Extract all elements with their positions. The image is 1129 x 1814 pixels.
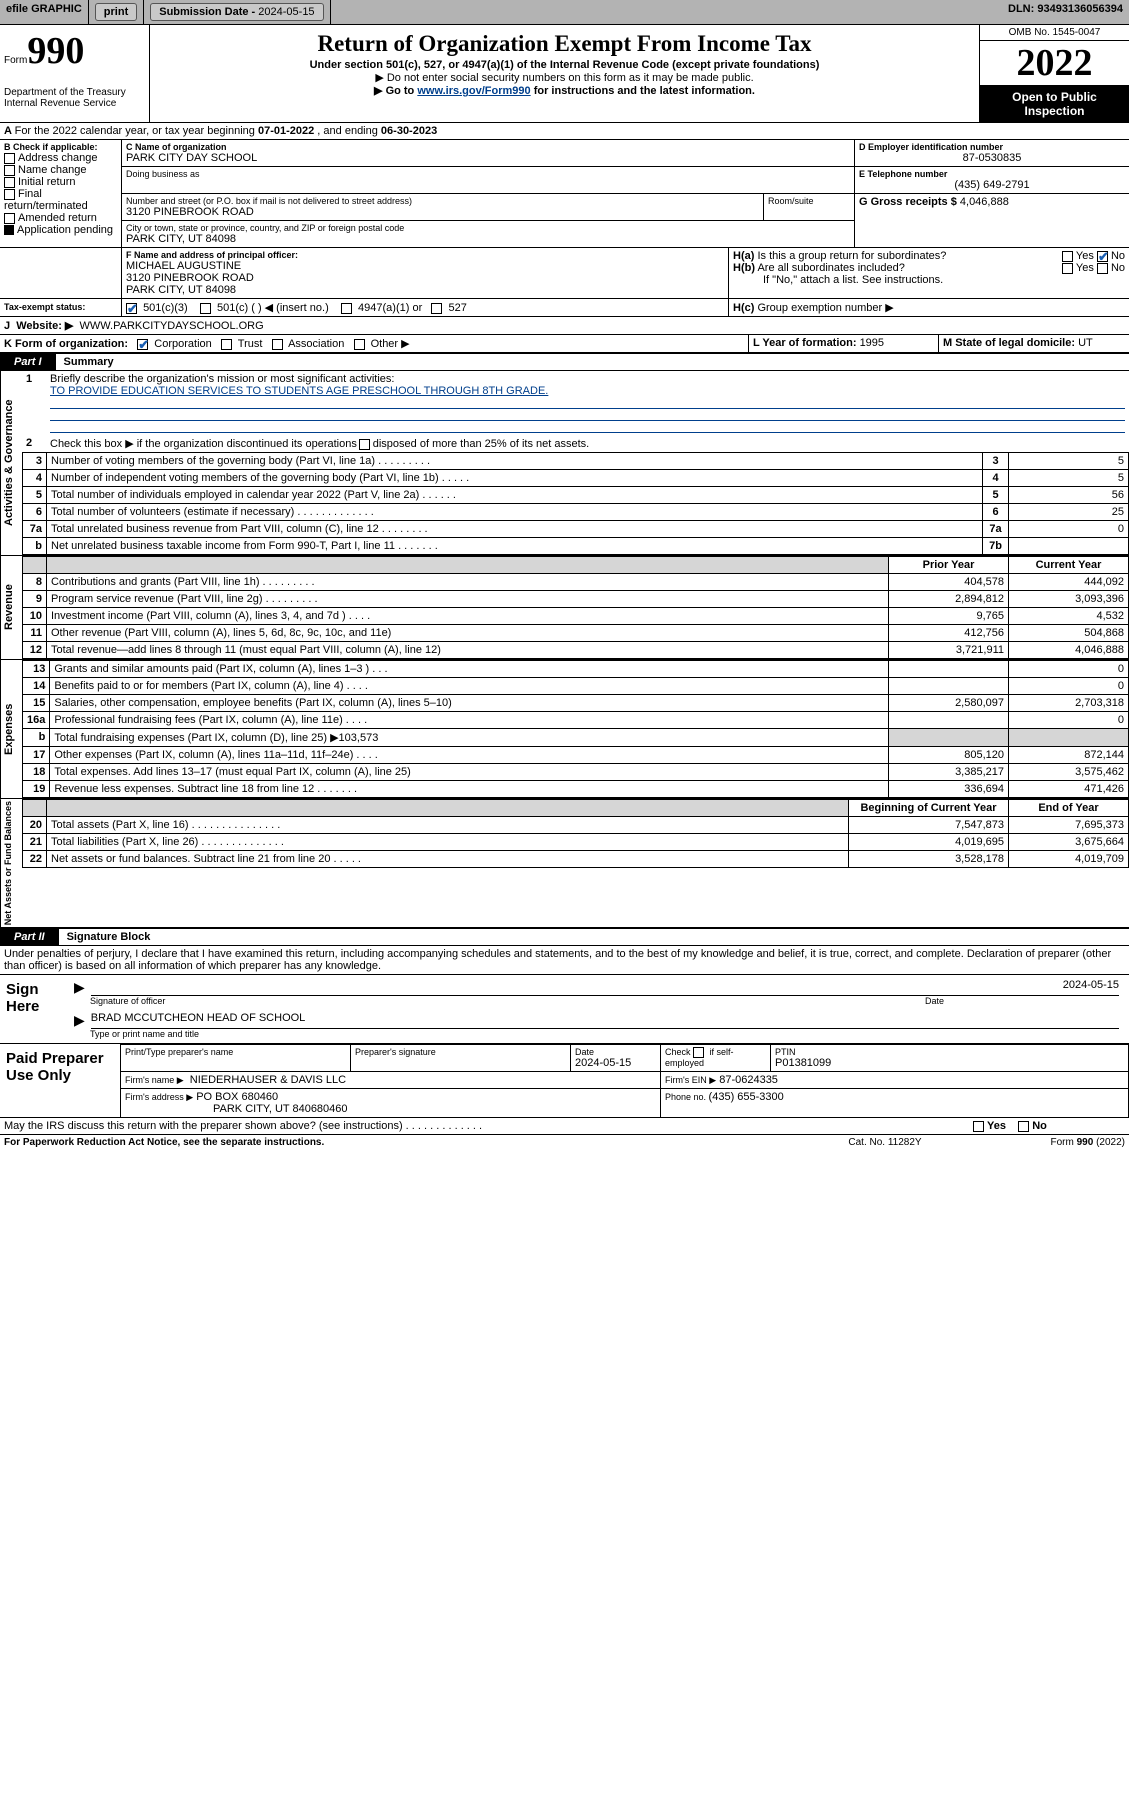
table-na: Beginning of Current YearEnd of Year 20T… bbox=[22, 799, 1129, 868]
entity-block: B Check if applicable: Address change Na… bbox=[0, 140, 1129, 248]
firm-ein: 87-0624335 bbox=[719, 1074, 778, 1086]
arrow-icon: ▶ bbox=[74, 979, 85, 996]
fh-block: F Name and address of principal officer:… bbox=[0, 248, 1129, 299]
phone: (435) 649-2791 bbox=[859, 179, 1125, 191]
submission-cell: Submission Date - 2024-05-15 bbox=[144, 0, 330, 24]
open-inspection: Open to Public Inspection bbox=[980, 86, 1129, 122]
box-c: C Name of organization PARK CITY DAY SCH… bbox=[122, 140, 854, 247]
part2-header: Part II Signature Block bbox=[0, 928, 1129, 946]
vlabel-na: Net Assets or Fund Balances bbox=[0, 799, 22, 927]
page-footer: For Paperwork Reduction Act Notice, see … bbox=[0, 1135, 1129, 1150]
irs-label: Internal Revenue Service bbox=[4, 98, 145, 109]
website: WWW.PARKCITYDAYSCHOOL.ORG bbox=[80, 320, 264, 332]
firm-phone: (435) 655-3300 bbox=[709, 1091, 784, 1103]
officer-name: MICHAEL AUGUSTINE bbox=[126, 260, 724, 272]
dept-label: Department of the Treasury bbox=[4, 87, 145, 98]
header-center: Return of Organization Exempt From Incom… bbox=[150, 25, 979, 122]
form-number: 990 bbox=[27, 30, 84, 72]
line-i: Tax-exempt status: 501(c)(3) 501(c) ( ) … bbox=[0, 299, 1129, 317]
part1-header: Part I Summary bbox=[0, 353, 1129, 371]
cb-other[interactable] bbox=[354, 339, 365, 350]
cb-discuss-yes[interactable] bbox=[973, 1121, 984, 1132]
line-a: A For the 2022 calendar year, or tax yea… bbox=[0, 123, 1129, 140]
line-klm: K Form of organization: Corporation Trus… bbox=[0, 335, 1129, 353]
top-bar: efile GRAPHIC print Submission Date - 20… bbox=[0, 0, 1129, 25]
cb-hb-yes[interactable] bbox=[1062, 263, 1073, 274]
cb-501c3[interactable] bbox=[126, 303, 137, 314]
box-deg: D Employer identification number 87-0530… bbox=[854, 140, 1129, 247]
cb-501c[interactable] bbox=[200, 303, 211, 314]
note-ssn: ▶ Do not enter social security numbers o… bbox=[156, 71, 973, 84]
cb-final-return[interactable] bbox=[4, 189, 15, 200]
part1-rev: Revenue Prior YearCurrent Year 8Contribu… bbox=[0, 555, 1129, 659]
firm-addr1: PO BOX 680460 bbox=[196, 1091, 278, 1103]
discuss-row: May the IRS discuss this return with the… bbox=[0, 1118, 1129, 1135]
part1-exp: Expenses 13Grants and similar amounts pa… bbox=[0, 659, 1129, 798]
officer-city: PARK CITY, UT 84098 bbox=[126, 284, 724, 296]
form-word: Form bbox=[4, 55, 27, 66]
domicile: UT bbox=[1078, 337, 1093, 349]
officer-print: BRAD MCCUTCHEON HEAD OF SCHOOL bbox=[91, 1012, 1119, 1029]
sign-date: 2024-05-15 bbox=[1063, 979, 1119, 991]
print-button[interactable]: print bbox=[89, 0, 144, 24]
mission: TO PROVIDE EDUCATION SERVICES TO STUDENT… bbox=[50, 385, 548, 397]
cb-corp[interactable] bbox=[137, 339, 148, 350]
ein: 87-0530835 bbox=[859, 152, 1125, 164]
cb-self-employed[interactable] bbox=[693, 1047, 704, 1058]
cb-address-change[interactable] bbox=[4, 153, 15, 164]
line-j: J Website: ▶ WWW.PARKCITYDAYSCHOOL.ORG bbox=[0, 317, 1129, 335]
table-exp: 13Grants and similar amounts paid (Part … bbox=[22, 660, 1129, 798]
cb-initial-return[interactable] bbox=[4, 177, 15, 188]
dln: DLN: 93493136056394 bbox=[1002, 0, 1129, 24]
box-f: F Name and address of principal officer:… bbox=[122, 248, 729, 298]
cb-ha-no[interactable] bbox=[1097, 251, 1108, 262]
org-name: PARK CITY DAY SCHOOL bbox=[126, 152, 850, 164]
cb-trust[interactable] bbox=[221, 339, 232, 350]
topbar-spacer bbox=[331, 0, 1002, 24]
firm-addr2: PARK CITY, UT 840680460 bbox=[125, 1103, 348, 1115]
cb-assoc[interactable] bbox=[272, 339, 283, 350]
org-street: 3120 PINEBROOK ROAD bbox=[126, 206, 759, 218]
form-title: Return of Organization Exempt From Incom… bbox=[156, 31, 973, 57]
efile-label: efile GRAPHIC bbox=[0, 0, 89, 24]
cb-4947[interactable] bbox=[341, 303, 352, 314]
instructions-link[interactable]: www.irs.gov/Form990 bbox=[417, 85, 530, 97]
table-ag: 3Number of voting members of the governi… bbox=[22, 452, 1129, 555]
part1-na: Net Assets or Fund Balances Beginning of… bbox=[0, 798, 1129, 928]
arrow-icon: ▶ bbox=[74, 1012, 85, 1029]
gross-receipts: 4,046,888 bbox=[960, 196, 1009, 208]
ptin: P01381099 bbox=[775, 1057, 1124, 1069]
year-formed: 1995 bbox=[860, 337, 884, 349]
cb-ha-yes[interactable] bbox=[1062, 251, 1073, 262]
firm-name: NIEDERHAUSER & DAVIS LLC bbox=[190, 1074, 346, 1086]
perjury-declaration: Under penalties of perjury, I declare th… bbox=[0, 946, 1129, 975]
table-rev: Prior YearCurrent Year 8Contributions an… bbox=[22, 556, 1129, 659]
cb-hb-no[interactable] bbox=[1097, 263, 1108, 274]
org-city: PARK CITY, UT 84098 bbox=[126, 233, 850, 245]
sign-here-block: Sign Here ▶ 2024-05-15 Signature of offi… bbox=[0, 975, 1129, 1044]
form-subtitle: Under section 501(c), 527, or 4947(a)(1)… bbox=[156, 59, 973, 71]
box-h: H(a) Is this a group return for subordin… bbox=[729, 248, 1129, 298]
omb-number: OMB No. 1545-0047 bbox=[980, 25, 1129, 41]
vlabel-exp: Expenses bbox=[0, 660, 22, 798]
cb-527[interactable] bbox=[431, 303, 442, 314]
header-left: Form990 Department of the Treasury Inter… bbox=[0, 25, 150, 122]
vlabel-rev: Revenue bbox=[0, 556, 22, 659]
cb-discontinued[interactable] bbox=[359, 439, 370, 450]
header-right: OMB No. 1545-0047 2022 Open to Public In… bbox=[979, 25, 1129, 122]
cb-application-pending bbox=[4, 225, 14, 235]
cb-name-change[interactable] bbox=[4, 165, 15, 176]
part1-ag: Activities & Governance 1 Briefly descri… bbox=[0, 371, 1129, 555]
tax-year: 2022 bbox=[980, 41, 1129, 86]
officer-street: 3120 PINEBROOK ROAD bbox=[126, 272, 724, 284]
vlabel-ag: Activities & Governance bbox=[0, 371, 22, 555]
box-b-spacer bbox=[0, 248, 122, 298]
cb-discuss-no[interactable] bbox=[1018, 1121, 1029, 1132]
form-header: Form990 Department of the Treasury Inter… bbox=[0, 25, 1129, 123]
box-b: B Check if applicable: Address change Na… bbox=[0, 140, 122, 247]
cb-amended[interactable] bbox=[4, 213, 15, 224]
note-link: ▶ Go to www.irs.gov/Form990 for instruct… bbox=[156, 84, 973, 97]
paid-preparer-block: Paid Preparer Use Only Print/Type prepar… bbox=[0, 1044, 1129, 1118]
